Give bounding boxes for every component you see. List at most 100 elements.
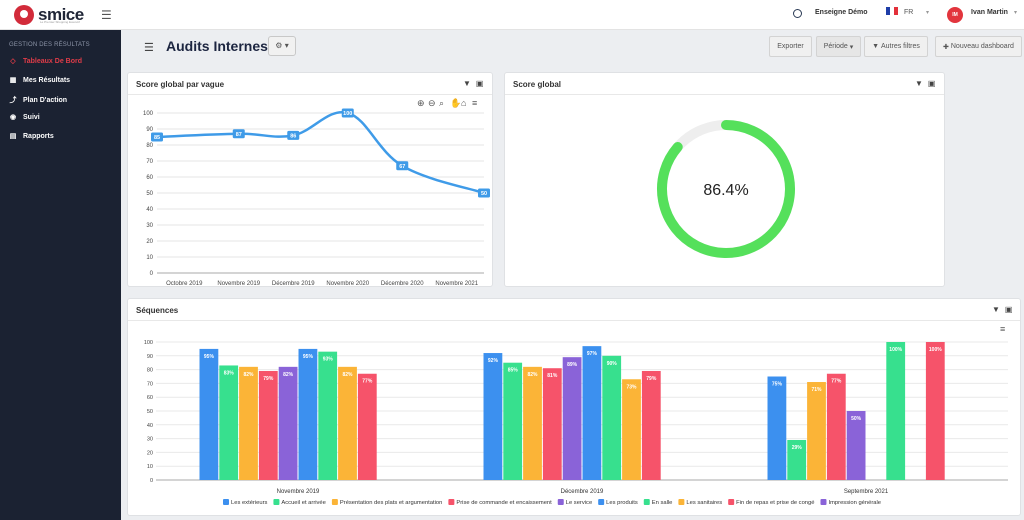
image-icon[interactable]: ▣ xyxy=(927,79,936,88)
magnifier-icon[interactable]: ⌕ xyxy=(439,98,444,108)
divider xyxy=(128,320,1020,321)
gear-icon: ⚙ xyxy=(275,41,283,50)
filter-icon: ▼ xyxy=(872,43,880,50)
brand-selector[interactable]: Enseigne Démo xyxy=(815,9,868,16)
user-avatar[interactable]: IM xyxy=(947,7,963,23)
bar-label: 79% xyxy=(646,376,657,382)
brand-globe-icon xyxy=(793,9,802,18)
plus-icon: ✚ xyxy=(943,43,949,51)
legend-swatch xyxy=(598,499,605,505)
y-tick-label: 20 xyxy=(147,450,153,456)
y-tick-label: 0 xyxy=(150,478,153,484)
y-tick-label: 100 xyxy=(144,340,153,346)
legend-label[interactable]: Présentation des plats et argumentation xyxy=(340,500,442,506)
pan-icon[interactable]: ✋ xyxy=(450,97,461,108)
target-icon: ◉ xyxy=(9,114,17,121)
bar-label: 82% xyxy=(243,372,254,378)
widget-tools: ▼ ▣ xyxy=(463,79,483,88)
zoom-out-icon[interactable]: ⊖ xyxy=(428,98,436,108)
bar-label: 75% xyxy=(772,382,783,388)
bar xyxy=(542,368,562,480)
x-tick-label: Novembre 2021 xyxy=(435,281,478,287)
data-point xyxy=(232,129,245,139)
bar-label: 92% xyxy=(488,358,499,364)
data-point xyxy=(396,161,409,171)
other-filters-button[interactable]: ▼ Autres filtres xyxy=(864,36,928,57)
x-tick-label: Novembre 2019 xyxy=(217,281,260,287)
legend-swatch xyxy=(728,499,735,505)
dashboard-menu-icon[interactable]: ☰ xyxy=(144,42,154,54)
user-menu-caret-icon[interactable]: ▾ xyxy=(1014,10,1018,16)
image-icon[interactable]: ▣ xyxy=(475,79,484,88)
legend-label[interactable]: Fin de repas et prise de congé xyxy=(736,500,814,506)
legend-label[interactable]: Les sanitaires xyxy=(686,500,722,506)
sidebar-item-label: Plan D'action xyxy=(23,96,68,104)
bar-label: 97% xyxy=(587,351,598,357)
sidebar-item-plan-daction[interactable]: ⤴ Plan D'action xyxy=(9,95,68,105)
legend-label[interactable]: Prise de commande et encaissement xyxy=(456,500,552,506)
zoom-in-icon[interactable]: ⊕ xyxy=(417,98,425,108)
sidebar-item-tableaux-de-bord[interactable]: ◇ Tableaux De Bord xyxy=(9,57,82,66)
language-label[interactable]: FR xyxy=(904,9,914,16)
score-global-widget: Score global ▼ ▣ 86.4% xyxy=(504,72,945,287)
user-name[interactable]: Ivan Martin xyxy=(971,9,1008,16)
sidebar-item-rapports[interactable]: ▤ Rapports xyxy=(9,132,54,141)
legend-label[interactable]: En salle xyxy=(652,500,673,506)
bar xyxy=(357,373,377,480)
export-button[interactable]: Exporter xyxy=(769,36,812,57)
smice-logo[interactable]: smice xyxy=(14,5,84,25)
bar-label: 71% xyxy=(811,387,822,393)
legend-label[interactable]: Impression générale xyxy=(828,500,881,506)
filter-icon[interactable]: ▼ xyxy=(915,79,923,88)
sidebar-item-mes-resultats[interactable]: ▦ Mes Résultats xyxy=(9,76,70,85)
divider xyxy=(505,94,944,95)
y-tick-label: 50 xyxy=(147,409,153,415)
y-tick-label: 80 xyxy=(146,143,153,149)
y-tick-label: 90 xyxy=(146,127,153,133)
new-dashboard-label: Nouveau dashboard xyxy=(950,43,1014,50)
bar-label: 85% xyxy=(508,368,519,374)
filter-icon[interactable]: ▼ xyxy=(463,79,471,88)
home-icon[interactable]: ⌂ xyxy=(461,98,466,108)
language-caret-icon[interactable]: ▾ xyxy=(926,10,930,16)
sidebar-item-suivi[interactable]: ◉ Suivi xyxy=(9,113,40,122)
image-icon[interactable]: ▣ xyxy=(1004,305,1013,314)
y-tick-label: 30 xyxy=(146,223,153,229)
gauge-arc xyxy=(657,120,795,258)
bar-label: 100% xyxy=(929,347,942,353)
period-button[interactable]: Période ▾ xyxy=(816,36,861,57)
y-tick-label: 80 xyxy=(147,368,153,374)
legend-label[interactable]: Les extérieurs xyxy=(231,500,268,506)
bar xyxy=(318,351,338,480)
divider xyxy=(128,94,492,95)
chevron-down-icon: ▾ xyxy=(284,41,289,50)
bar xyxy=(239,366,258,480)
period-label: Période xyxy=(823,43,848,50)
bar xyxy=(503,362,523,480)
sidebar-toggle-icon[interactable]: ☰ xyxy=(101,8,112,22)
legend-swatch xyxy=(223,499,229,505)
legend-swatch xyxy=(678,499,685,505)
filter-icon[interactable]: ▼ xyxy=(992,305,1000,314)
widget-tools: ▼ ▣ xyxy=(915,79,935,88)
bar-label: 93% xyxy=(323,357,334,363)
score-par-vague-widget: Score global par vague ▼ ▣ ⊕ ⊖ ⌕ ✋ ⌂ ≡ 0 10 20 30… xyxy=(127,72,493,287)
bar-label: 95% xyxy=(303,354,314,360)
legend-label[interactable]: Le service xyxy=(566,500,592,506)
settings-dropdown-button[interactable]: ⚙ ▾ xyxy=(268,36,296,56)
y-tick-label: 30 xyxy=(147,437,153,443)
data-label: 100 xyxy=(343,111,352,117)
chart-menu-icon[interactable]: ≡ xyxy=(1000,324,1005,334)
sidebar-section-header: GESTION DES RÉSULTATS xyxy=(9,42,90,48)
bar xyxy=(641,370,661,480)
legend-label[interactable]: Les produits xyxy=(606,500,638,506)
bar-label: 77% xyxy=(362,379,373,385)
widget-title: Score global par vague xyxy=(136,80,225,89)
legend-label[interactable]: Accueil et arrivée xyxy=(281,500,325,506)
bar-label: 83% xyxy=(224,370,235,376)
bar xyxy=(523,366,542,480)
menu-icon[interactable]: ≡ xyxy=(472,98,477,108)
y-tick-label: 0 xyxy=(150,271,154,277)
new-dashboard-button[interactable]: ✚ Nouveau dashboard xyxy=(935,36,1022,57)
french-flag-icon[interactable] xyxy=(886,7,898,15)
